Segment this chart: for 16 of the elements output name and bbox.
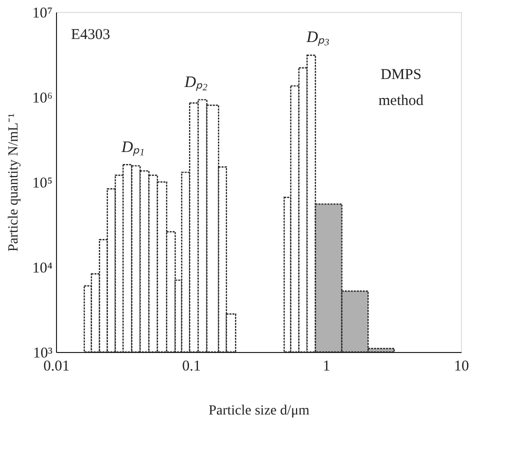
x-tick-label: 0.1 xyxy=(182,358,201,374)
y-tick-label: 10³ xyxy=(33,346,53,362)
y-tick-label: 10⁵ xyxy=(32,176,52,192)
x-tick-label: 10 xyxy=(454,358,469,374)
x-tick-label: 0.01 xyxy=(43,358,70,374)
y-tick-label: 10⁶ xyxy=(32,90,52,106)
annotation: Dₚ₁ xyxy=(120,139,145,156)
y-tick-label: 10⁴ xyxy=(32,260,52,276)
annotation: DMPS method xyxy=(378,67,424,109)
y-tick-label: 10⁷ xyxy=(32,6,52,22)
annotation: Dₚ₂ xyxy=(183,74,208,91)
annotation: Dₚ₃ xyxy=(305,29,330,46)
annotation: E4303 xyxy=(71,27,110,43)
x-tick-label: 1 xyxy=(322,358,330,374)
x-axis-title: Particle size d/μm xyxy=(208,404,310,418)
y-axis-title: Particle quantity N/mL⁻¹ xyxy=(6,113,22,252)
